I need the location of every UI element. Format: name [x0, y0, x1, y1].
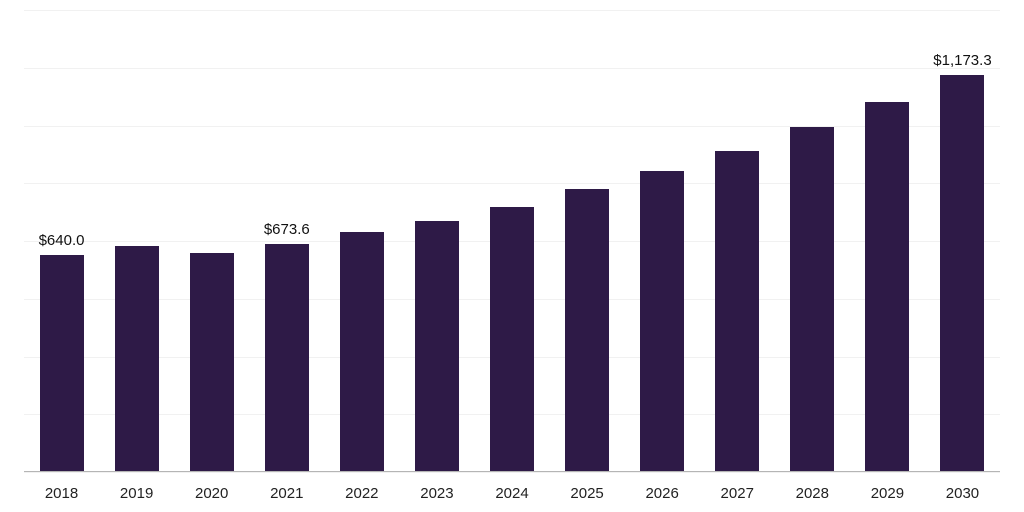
bar-column	[700, 10, 775, 471]
bar	[640, 171, 685, 471]
x-tick-label: 2026	[645, 485, 679, 502]
bar-column	[99, 10, 174, 471]
bar	[264, 244, 309, 471]
bar-columns: $640.0 $673.6 $1,173.3	[24, 10, 1000, 471]
x-tick-label: 2030	[945, 485, 980, 502]
bar	[39, 255, 84, 471]
bar-column	[174, 10, 249, 471]
bar	[565, 189, 610, 471]
bar	[189, 253, 234, 471]
x-tick-label: 2022	[345, 485, 379, 502]
gridline	[24, 125, 1000, 127]
bar-value-label: $640.0	[38, 232, 85, 249]
x-tick-label: 2021	[270, 485, 304, 502]
bar	[790, 127, 835, 471]
bar-column: $1,173.3	[925, 10, 1000, 471]
bar-column	[850, 10, 925, 471]
bar	[414, 221, 459, 471]
gridline	[24, 472, 1000, 473]
bar	[865, 102, 910, 471]
bar-column: $673.6	[249, 10, 324, 471]
gridline	[24, 67, 1000, 69]
bar-column	[474, 10, 549, 471]
gridline	[24, 10, 1000, 11]
x-tick-label: 2020	[195, 485, 229, 502]
bar	[940, 75, 985, 471]
bar-column	[550, 10, 625, 471]
x-tick-label: 2019	[119, 485, 154, 502]
bar-value-label: $1,173.3	[933, 52, 992, 69]
x-tick-label: 2027	[720, 485, 754, 502]
gridline	[24, 183, 1000, 185]
x-tick-label: 2024	[495, 485, 529, 502]
x-axis: 2018 2019 2020 2021 2022 2023 2024 2025 2026 2027…	[24, 473, 1000, 511]
bar	[715, 151, 760, 471]
bar-column: $640.0	[24, 10, 99, 471]
bar-column	[399, 10, 474, 471]
x-tick-label: 2018	[44, 485, 79, 502]
bar-column	[324, 10, 399, 471]
bar	[490, 207, 534, 471]
bar-column	[775, 10, 850, 471]
bar-column	[625, 10, 700, 471]
plot-area: $640.0 $673.6 $1,173.3	[24, 10, 1000, 473]
bar	[339, 232, 384, 471]
x-tick-label: 2029	[870, 485, 905, 502]
x-tick-label: 2028	[795, 485, 829, 502]
bar	[114, 246, 159, 471]
bar-value-label: $673.6	[263, 221, 310, 238]
x-tick-label: 2025	[570, 485, 604, 502]
x-tick-label: 2023	[420, 485, 454, 502]
